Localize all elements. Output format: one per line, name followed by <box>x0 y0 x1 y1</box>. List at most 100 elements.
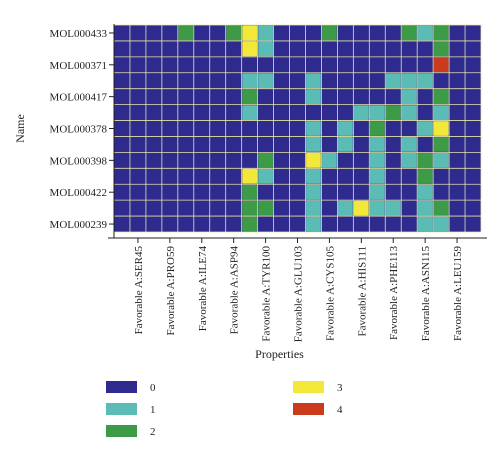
heatmap-cells <box>113 24 482 233</box>
heatmap-cell <box>242 200 258 216</box>
x-tick-label: Favorable A:PHE113 <box>388 246 400 340</box>
heatmap-cell <box>433 121 449 136</box>
heatmap-cell <box>258 168 273 184</box>
heatmap-cell <box>449 152 465 168</box>
heatmap-cell <box>162 121 178 136</box>
heatmap-cell <box>385 216 401 232</box>
heatmap-cell <box>369 57 385 73</box>
heatmap-cell <box>242 137 258 152</box>
heatmap-cell <box>417 216 433 232</box>
heatmap-cell <box>449 121 465 136</box>
heatmap-cell <box>401 152 417 168</box>
heatmap-cell <box>306 89 321 105</box>
heatmap-cell <box>226 105 242 120</box>
heatmap-cell <box>226 200 242 216</box>
heatmap-cell <box>306 121 321 136</box>
heatmap-cell <box>353 184 369 200</box>
x-tick-label: Favorable A:SER45 <box>133 246 145 335</box>
heatmap-cell <box>433 168 449 184</box>
heatmap-cell <box>417 89 433 105</box>
heatmap-cell <box>258 216 273 232</box>
heatmap-cell <box>322 73 337 89</box>
heatmap-cell <box>130 89 146 105</box>
heatmap-cell <box>146 200 162 216</box>
heatmap-cell <box>146 25 162 41</box>
heatmap-cell <box>130 216 146 232</box>
heatmap-cell <box>114 184 130 200</box>
heatmap-cell <box>162 57 178 73</box>
heatmap-cell <box>162 25 178 41</box>
heatmap-cell <box>194 73 210 89</box>
heatmap-cell <box>290 105 305 120</box>
heatmap-cell <box>385 57 401 73</box>
legend-label: 3 <box>337 382 343 394</box>
heatmap-cell <box>258 25 273 41</box>
heatmap-cell <box>401 168 417 184</box>
heatmap-cell <box>401 184 417 200</box>
heatmap-cell <box>369 41 385 57</box>
heatmap-cell <box>146 152 162 168</box>
heatmap-cell <box>130 105 146 120</box>
legend-label: 1 <box>150 404 156 416</box>
heatmap-cell <box>194 216 210 232</box>
x-tick-label: Favorable A:ILE74 <box>197 246 209 332</box>
heatmap-cell <box>226 89 242 105</box>
heatmap-cell <box>290 121 305 136</box>
heatmap-cell <box>369 184 385 200</box>
heatmap-cell <box>353 137 369 152</box>
heatmap-cell <box>337 121 353 136</box>
heatmap-cell <box>449 200 465 216</box>
y-tick-label: MOL000239 <box>50 219 108 231</box>
heatmap-cell <box>258 57 273 73</box>
heatmap-cell <box>274 184 289 200</box>
heatmap-cell <box>258 152 273 168</box>
heatmap-cell <box>178 89 194 105</box>
heatmap-cell <box>337 152 353 168</box>
heatmap-cell <box>210 152 226 168</box>
heatmap-cell <box>146 57 162 73</box>
heatmap-cell <box>274 25 289 41</box>
heatmap-cell <box>146 184 162 200</box>
heatmap-cell <box>449 184 465 200</box>
heatmap-cell <box>130 184 146 200</box>
heatmap-cell <box>322 152 337 168</box>
heatmap-cell <box>130 41 146 57</box>
heatmap-cell <box>114 216 130 232</box>
heatmap-cell <box>337 57 353 73</box>
legend-label: 2 <box>150 426 156 438</box>
heatmap-cell <box>417 105 433 120</box>
heatmap-cell <box>130 25 146 41</box>
legend-swatch <box>106 425 137 437</box>
heatmap-cell <box>114 105 130 120</box>
heatmap-cell <box>226 73 242 89</box>
heatmap-cell <box>114 25 130 41</box>
heatmap-cell <box>274 73 289 89</box>
heatmap-cell <box>337 89 353 105</box>
heatmap-cell <box>146 137 162 152</box>
heatmap-cell <box>114 137 130 152</box>
legend-swatch <box>106 381 137 393</box>
heatmap-cell <box>114 121 130 136</box>
heatmap-cell <box>226 184 242 200</box>
heatmap-cell <box>433 105 449 120</box>
heatmap-cell <box>353 41 369 57</box>
y-tick-label: MOL000417 <box>50 92 108 104</box>
heatmap-cell <box>433 152 449 168</box>
heatmap-cell <box>258 105 273 120</box>
heatmap-cell <box>178 57 194 73</box>
heatmap-cell <box>226 57 242 73</box>
heatmap-cell <box>274 200 289 216</box>
heatmap-cell <box>401 41 417 57</box>
heatmap-cell <box>385 73 401 89</box>
heatmap-cell <box>226 41 242 57</box>
heatmap-cell <box>385 184 401 200</box>
heatmap-cell <box>114 168 130 184</box>
heatmap-cell <box>146 121 162 136</box>
heatmap-cell <box>306 216 321 232</box>
heatmap-cell <box>130 137 146 152</box>
chart-axes <box>108 24 487 243</box>
heatmap-cell <box>178 25 194 41</box>
heatmap-cell <box>417 137 433 152</box>
heatmap-cell <box>162 152 178 168</box>
heatmap-cell <box>449 25 465 41</box>
